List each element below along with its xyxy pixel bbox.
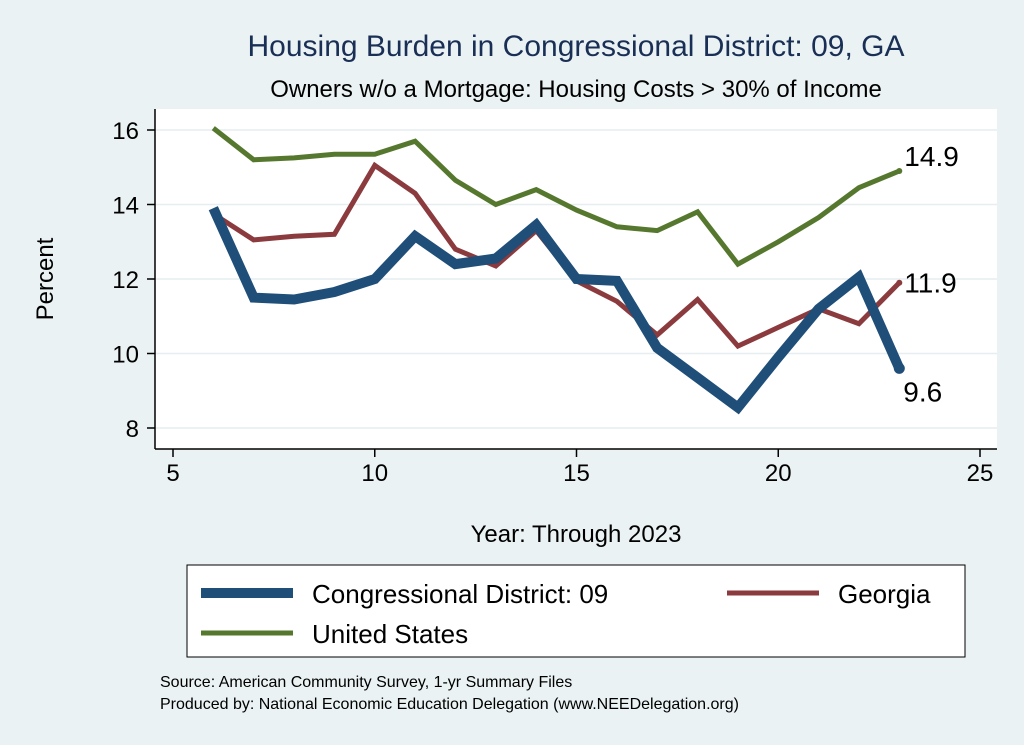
x-tick-label-5: 5	[166, 460, 179, 487]
legend	[186, 564, 966, 658]
legend-label-united-states: United States	[312, 619, 468, 649]
x-tick-label-15: 15	[563, 460, 590, 487]
x-tick-label-25: 25	[967, 460, 994, 487]
x-tick-label-20: 20	[765, 460, 792, 487]
chart-subtitle: Owners w/o a Mortgage: Housing Costs > 3…	[270, 76, 882, 103]
source-note: Source: American Community Survey, 1-yr …	[160, 674, 572, 691]
y-tick-label-16: 16	[112, 118, 139, 145]
y-tick-label-8: 8	[126, 416, 139, 443]
y-tick-label-14: 14	[112, 193, 139, 220]
x-tick-label-10: 10	[361, 460, 388, 487]
legend-label-georgia: Georgia	[838, 579, 931, 609]
series-end-point-united-states	[896, 167, 903, 174]
y-tick-label-12: 12	[112, 267, 139, 294]
axes: 8 10 12 14 16 5 10 15 20 25	[112, 109, 997, 487]
end-labels: 9.6 11.9 14.9	[903, 141, 959, 407]
x-axis-title: Year: Through 2023	[471, 521, 682, 548]
end-label-district: 9.6	[903, 376, 942, 407]
series-end-point-georgia	[896, 279, 903, 286]
series-line-district	[208, 206, 904, 415]
y-tick-label-10: 10	[112, 342, 139, 369]
chart-title: Housing Burden in Congressional District…	[248, 30, 905, 63]
producer-note: Produced by: National Economic Education…	[160, 696, 739, 713]
end-label-georgia: 11.9	[904, 268, 956, 299]
end-label-united-states: 14.9	[904, 141, 959, 172]
series-line-united-states	[211, 126, 901, 268]
series-lines	[208, 126, 905, 415]
series-end-point-district	[893, 362, 905, 374]
y-axis-title: Percent	[32, 237, 59, 320]
legend-label-district: Congressional District: 09	[312, 579, 608, 609]
